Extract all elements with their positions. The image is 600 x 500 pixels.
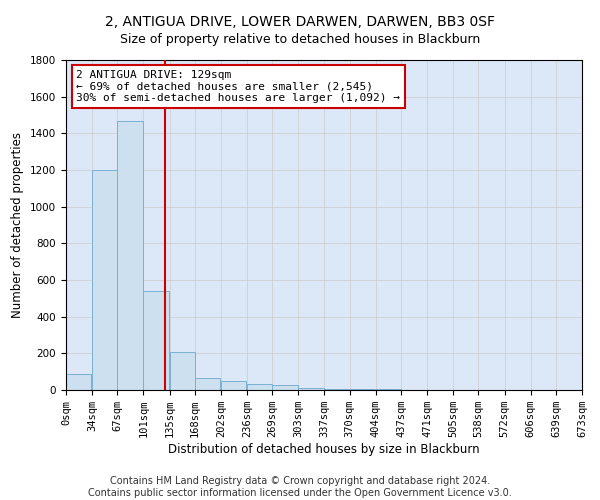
Bar <box>195 378 220 390</box>
Text: Size of property relative to detached houses in Blackburn: Size of property relative to detached ho… <box>120 32 480 46</box>
Text: 2, ANTIGUA DRIVE, LOWER DARWEN, DARWEN, BB3 0SF: 2, ANTIGUA DRIVE, LOWER DARWEN, DARWEN, … <box>105 15 495 29</box>
Bar <box>247 384 272 390</box>
Y-axis label: Number of detached properties: Number of detached properties <box>11 132 25 318</box>
Bar <box>350 389 375 390</box>
Text: 2 ANTIGUA DRIVE: 129sqm
← 69% of detached houses are smaller (2,545)
30% of semi: 2 ANTIGUA DRIVE: 129sqm ← 69% of detache… <box>76 70 400 103</box>
Bar <box>170 352 195 390</box>
Bar <box>272 385 298 390</box>
Bar <box>92 170 118 390</box>
Bar <box>221 381 246 390</box>
Bar <box>143 291 169 390</box>
X-axis label: Distribution of detached houses by size in Blackburn: Distribution of detached houses by size … <box>168 443 480 456</box>
Bar <box>298 388 323 390</box>
Text: Contains HM Land Registry data © Crown copyright and database right 2024.
Contai: Contains HM Land Registry data © Crown c… <box>88 476 512 498</box>
Bar <box>118 120 143 390</box>
Bar <box>325 388 350 390</box>
Bar <box>66 374 91 390</box>
